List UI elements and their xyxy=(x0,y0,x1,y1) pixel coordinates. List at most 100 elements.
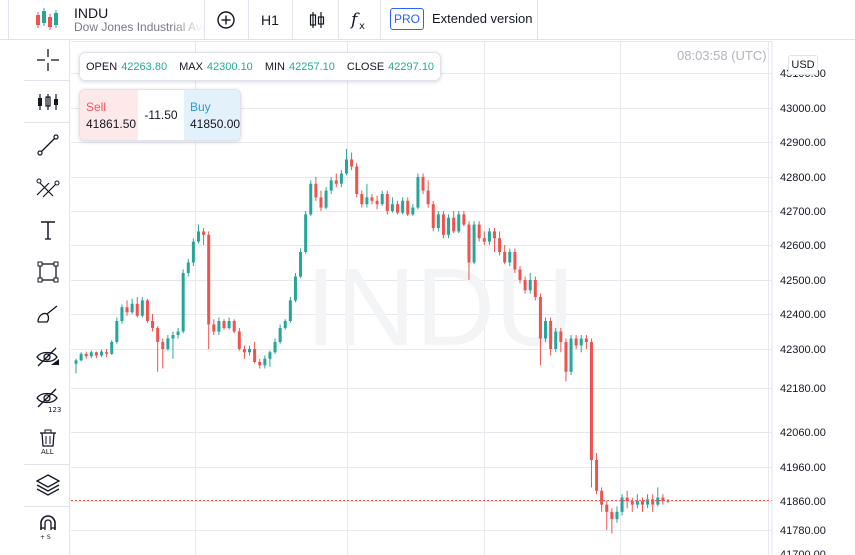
candle-body[interactable] xyxy=(299,252,303,277)
candle-body[interactable] xyxy=(100,351,104,356)
candle-body[interactable] xyxy=(263,358,267,366)
candle-body[interactable] xyxy=(365,197,369,205)
candle-body[interactable] xyxy=(207,234,211,325)
extended-version-link[interactable]: Extended version xyxy=(432,11,533,26)
candle-body[interactable] xyxy=(559,331,563,343)
candle-body[interactable] xyxy=(380,194,384,205)
candle-body[interactable] xyxy=(569,338,573,372)
interval-button[interactable]: H1 xyxy=(261,12,279,28)
candle-body[interactable] xyxy=(441,214,445,235)
candle-body[interactable] xyxy=(140,300,144,316)
candle-body[interactable] xyxy=(110,342,114,354)
crosshair-tool[interactable] xyxy=(30,45,66,75)
candle-body[interactable] xyxy=(574,338,578,346)
candle-body[interactable] xyxy=(452,217,456,232)
candle-body[interactable] xyxy=(390,204,394,211)
text-tool[interactable] xyxy=(30,215,66,245)
trend-line-tool[interactable] xyxy=(30,130,66,160)
candle-body[interactable] xyxy=(447,217,451,235)
candle-body[interactable] xyxy=(508,252,512,263)
candle-body[interactable] xyxy=(436,214,440,228)
candle-body[interactable] xyxy=(610,511,614,520)
candle-body[interactable] xyxy=(370,197,374,201)
candle-body[interactable] xyxy=(334,180,338,184)
chart-type-button[interactable] xyxy=(304,8,330,32)
candle-body[interactable] xyxy=(344,159,348,174)
candle-body[interactable] xyxy=(324,190,328,208)
candle-body[interactable] xyxy=(467,224,471,263)
candle-body[interactable] xyxy=(115,321,119,342)
candle-body[interactable] xyxy=(426,190,430,205)
candle-body[interactable] xyxy=(549,321,553,349)
candle-body[interactable] xyxy=(278,328,282,342)
candle-body[interactable] xyxy=(161,342,165,349)
candle-body[interactable] xyxy=(135,303,139,316)
candle-body[interactable] xyxy=(477,224,481,239)
indicators-tool[interactable] xyxy=(30,87,66,117)
candle-body[interactable] xyxy=(635,501,639,505)
candle-body[interactable] xyxy=(237,331,241,350)
candle-body[interactable] xyxy=(350,159,354,167)
candle-body[interactable] xyxy=(492,231,496,239)
candle-body[interactable] xyxy=(309,183,313,215)
candle-body[interactable] xyxy=(651,499,655,505)
candle-body[interactable] xyxy=(538,297,542,339)
candle-body[interactable] xyxy=(564,342,568,372)
layers-tool[interactable] xyxy=(30,469,66,499)
candle-body[interactable] xyxy=(217,321,221,332)
candle-body[interactable] xyxy=(258,362,262,366)
add-symbol-button[interactable] xyxy=(212,8,240,32)
candle-body[interactable] xyxy=(411,207,415,215)
symbol-ticker[interactable]: INDU xyxy=(74,5,109,21)
candle-body[interactable] xyxy=(253,349,257,362)
candle-body[interactable] xyxy=(605,504,609,512)
candle-body[interactable] xyxy=(355,166,359,195)
magnet-tool[interactable]: + S xyxy=(30,512,66,542)
fib-tool[interactable] xyxy=(30,172,66,202)
candle-body[interactable] xyxy=(89,352,93,357)
hide-drawings-tool[interactable] xyxy=(30,342,66,372)
candle-body[interactable] xyxy=(431,204,435,228)
candle-body[interactable] xyxy=(630,501,634,505)
candle-body[interactable] xyxy=(329,180,333,191)
candle-body[interactable] xyxy=(145,300,149,321)
candle-body[interactable] xyxy=(156,328,160,342)
candle-body[interactable] xyxy=(283,321,287,328)
currency-button[interactable]: USD xyxy=(788,55,818,75)
candle-body[interactable] xyxy=(487,231,491,242)
delete-all-tool[interactable]: ALL xyxy=(30,427,66,457)
candle-body[interactable] xyxy=(171,335,175,339)
candle-body[interactable] xyxy=(554,331,558,350)
candle-body[interactable] xyxy=(503,252,507,263)
candle-body[interactable] xyxy=(472,224,476,263)
candle-body[interactable] xyxy=(319,197,323,208)
candle-body[interactable] xyxy=(268,352,272,359)
candle-body[interactable] xyxy=(222,321,226,328)
candle-body[interactable] xyxy=(166,338,170,350)
candle-body[interactable] xyxy=(375,200,379,205)
candle-body[interactable] xyxy=(482,238,486,242)
candle-body[interactable] xyxy=(105,352,109,354)
candle-body[interactable] xyxy=(656,497,660,505)
candle-body[interactable] xyxy=(125,307,129,313)
candle-body[interactable] xyxy=(595,460,599,491)
candle-body[interactable] xyxy=(462,214,466,225)
candle-body[interactable] xyxy=(242,349,246,353)
candle-body[interactable] xyxy=(151,321,155,328)
candle-body[interactable] xyxy=(94,352,98,356)
candle-body[interactable] xyxy=(646,499,650,505)
candle-body[interactable] xyxy=(615,511,619,520)
candle-body[interactable] xyxy=(227,321,231,328)
candle-body[interactable] xyxy=(518,269,522,281)
candle-body[interactable] xyxy=(339,173,343,184)
candle-body[interactable] xyxy=(232,321,236,332)
candle-body[interactable] xyxy=(202,231,206,235)
candle-body[interactable] xyxy=(661,497,665,501)
candle-body[interactable] xyxy=(385,194,389,211)
candle-body[interactable] xyxy=(498,238,502,252)
rectangle-tool[interactable] xyxy=(30,257,66,287)
candle-body[interactable] xyxy=(360,194,364,205)
candle-body[interactable] xyxy=(457,214,461,232)
candle-body[interactable] xyxy=(79,353,83,361)
candle-body[interactable] xyxy=(421,177,425,191)
